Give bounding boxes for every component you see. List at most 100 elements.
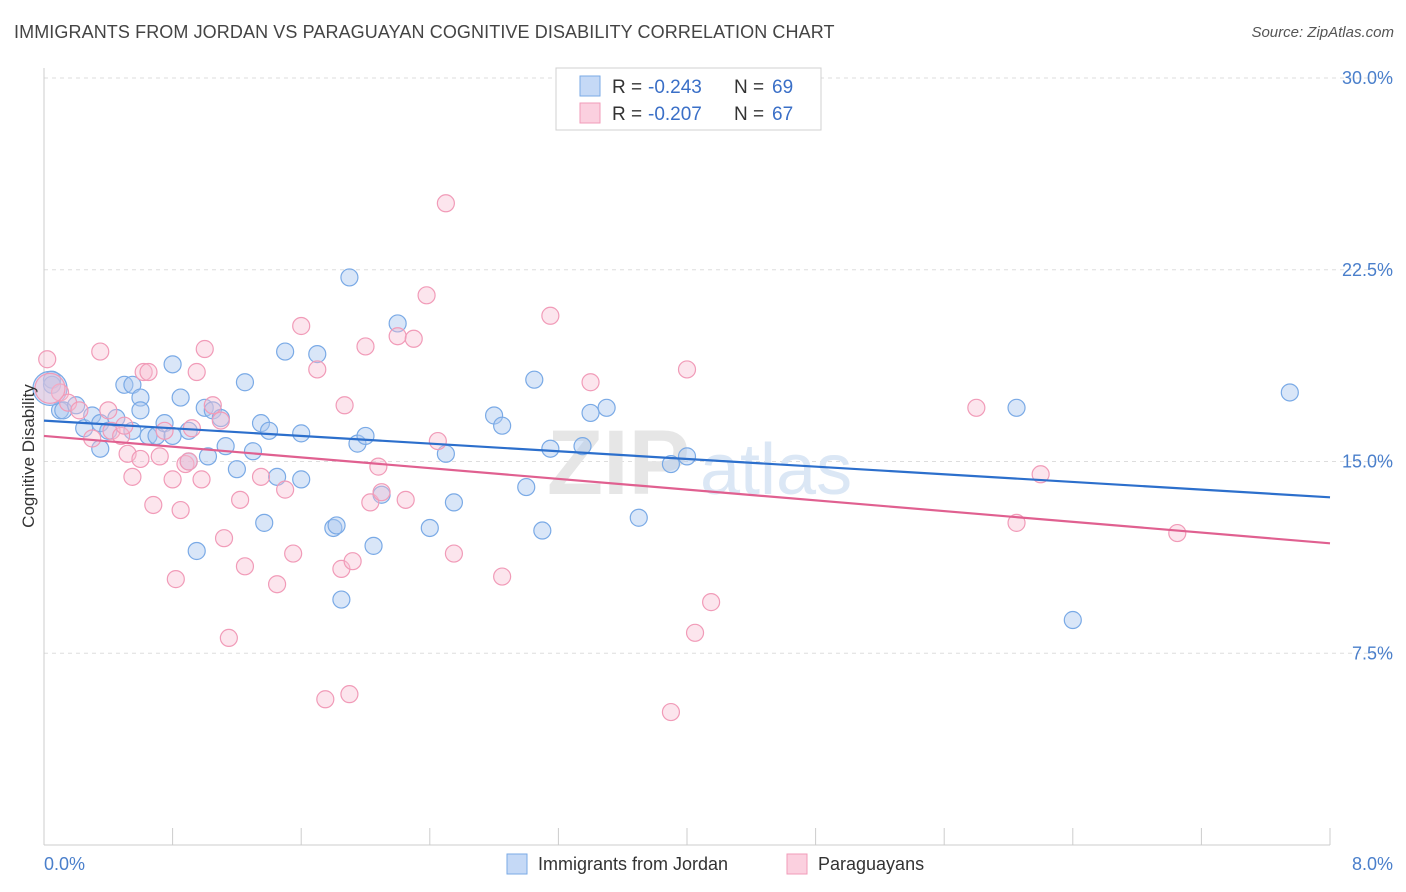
data-point bbox=[316, 690, 335, 709]
data-point bbox=[284, 544, 303, 563]
data-point bbox=[267, 467, 287, 486]
data-point bbox=[195, 339, 214, 359]
data-point bbox=[702, 593, 721, 612]
data-point bbox=[276, 480, 295, 499]
data-point bbox=[243, 442, 263, 461]
data-point bbox=[581, 373, 600, 392]
data-point bbox=[214, 529, 234, 548]
data-point bbox=[112, 426, 131, 446]
series-jordan-points bbox=[32, 268, 1299, 630]
data-point bbox=[493, 567, 512, 586]
y-tick-label-1: 15.0% bbox=[1342, 452, 1393, 472]
data-point bbox=[251, 467, 271, 486]
data-point bbox=[332, 590, 351, 609]
trend-line-2 bbox=[43, 434, 1331, 545]
data-point bbox=[404, 329, 423, 348]
data-point bbox=[340, 268, 359, 287]
data-point bbox=[1168, 523, 1187, 543]
legend-r-value-2: -0.207 bbox=[648, 104, 702, 125]
data-point bbox=[292, 424, 311, 443]
data-point bbox=[364, 536, 383, 555]
bottom-legend-swatch-paraguayans bbox=[786, 853, 808, 875]
data-point bbox=[581, 403, 600, 423]
data-point bbox=[661, 454, 681, 474]
data-point bbox=[227, 460, 246, 479]
data-point bbox=[144, 495, 163, 515]
data-point bbox=[525, 370, 544, 389]
data-point bbox=[131, 449, 150, 469]
data-point bbox=[444, 544, 464, 563]
data-point bbox=[139, 362, 158, 382]
data-point bbox=[231, 490, 250, 509]
data-point bbox=[219, 628, 238, 648]
data-point bbox=[597, 398, 616, 417]
chart-title: IMMIGRANTS FROM JORDAN VS PARAGUAYAN COG… bbox=[14, 22, 835, 42]
data-point bbox=[356, 337, 375, 356]
data-point bbox=[235, 373, 255, 392]
data-point bbox=[187, 541, 206, 561]
data-point bbox=[70, 401, 89, 420]
x-tick-label-0: 0.0% bbox=[44, 854, 85, 874]
legend-r-label-1: R = bbox=[612, 77, 642, 98]
data-point bbox=[267, 575, 287, 594]
legend-swatch-paraguayans bbox=[579, 102, 601, 124]
data-point bbox=[192, 470, 211, 489]
data-point bbox=[91, 342, 110, 361]
bottom-legend-label-paraguayans: Paraguayans bbox=[818, 854, 924, 874]
data-point bbox=[155, 421, 174, 440]
y-tick-label-0: 7.5% bbox=[1352, 643, 1393, 663]
legend-n-value-2: 67 bbox=[772, 104, 793, 125]
data-point bbox=[372, 483, 391, 502]
data-point bbox=[308, 345, 327, 364]
trend-lines bbox=[43, 419, 1331, 545]
data-point bbox=[356, 426, 375, 446]
watermark: ZIP bbox=[547, 412, 690, 514]
data-point bbox=[255, 513, 274, 532]
data-point bbox=[361, 493, 380, 512]
data-point bbox=[176, 454, 195, 474]
data-point bbox=[123, 375, 142, 394]
legend-n-label-1: N = bbox=[734, 77, 764, 98]
legend-swatch-jordan bbox=[579, 75, 601, 97]
data-point bbox=[1031, 465, 1050, 484]
data-point bbox=[436, 194, 455, 213]
data-point bbox=[677, 447, 697, 466]
legend-n-value-1: 69 bbox=[772, 77, 793, 98]
data-point bbox=[428, 431, 447, 451]
data-point bbox=[1063, 610, 1082, 630]
data-point bbox=[493, 416, 512, 435]
data-point bbox=[335, 396, 354, 415]
data-point bbox=[171, 388, 190, 407]
data-point bbox=[34, 372, 66, 404]
data-point bbox=[198, 447, 218, 466]
data-point bbox=[343, 552, 362, 571]
data-point bbox=[292, 470, 311, 489]
data-point bbox=[150, 447, 169, 466]
data-point bbox=[131, 401, 150, 420]
data-point bbox=[235, 557, 255, 576]
data-point bbox=[677, 360, 697, 379]
data-point bbox=[163, 470, 182, 489]
data-point bbox=[123, 467, 142, 486]
data-point bbox=[340, 685, 359, 704]
data-point bbox=[1007, 398, 1026, 417]
data-point bbox=[517, 477, 536, 497]
data-point bbox=[171, 500, 190, 520]
data-point bbox=[187, 362, 206, 382]
data-point bbox=[203, 396, 222, 415]
y-tick-label-2: 22.5% bbox=[1342, 260, 1393, 280]
data-point bbox=[685, 623, 705, 642]
legend-n-label-2: N = bbox=[734, 104, 764, 125]
data-point bbox=[369, 457, 388, 476]
data-point bbox=[417, 286, 436, 305]
data-point bbox=[420, 518, 439, 538]
legend-box: R = -0.243 N = 69 R = -0.207 N = 67 bbox=[555, 67, 822, 131]
y-axis-label: Cognitive Disability bbox=[19, 384, 38, 528]
bottom-legend-swatch-jordan bbox=[506, 853, 528, 875]
data-point bbox=[99, 401, 118, 420]
legend-r-label-2: R = bbox=[612, 104, 642, 125]
data-point bbox=[444, 493, 464, 512]
data-point bbox=[388, 327, 407, 346]
data-point bbox=[211, 411, 230, 430]
